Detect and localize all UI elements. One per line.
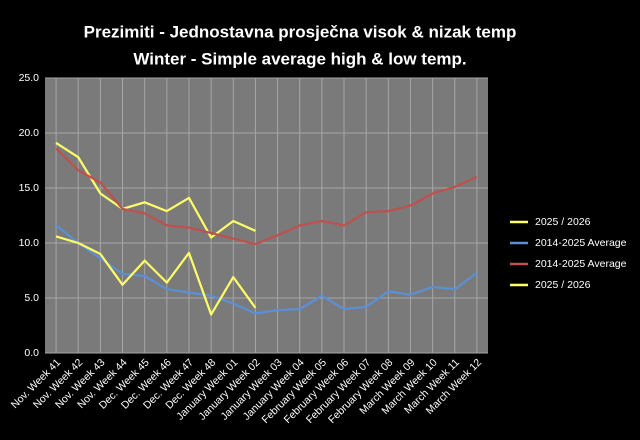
- y-tick-label: 0.0: [24, 347, 39, 359]
- y-tick-label: 10.0: [19, 237, 40, 249]
- chart-subtitle: Winter - Simple average high & low temp.: [133, 49, 466, 68]
- y-tick-label: 15.0: [19, 182, 40, 194]
- plot-area: [45, 78, 488, 353]
- series-line: [55, 235, 257, 316]
- y-tick-label: 25.0: [19, 72, 40, 84]
- legend-label: 2014-2025 Average: [535, 237, 627, 249]
- series-line: [55, 147, 478, 246]
- y-tick-label: 5.0: [24, 292, 39, 304]
- y-tick-label: 20.0: [19, 127, 40, 139]
- chart-title: Prezimiti - Jednostavna prosječna visok …: [84, 22, 517, 41]
- legend-label: 2025 / 2026: [535, 216, 591, 228]
- legend-label: 2014-2025 Average: [535, 258, 627, 270]
- series-line: [55, 224, 478, 315]
- legend-label: 2025 / 2026: [535, 279, 591, 291]
